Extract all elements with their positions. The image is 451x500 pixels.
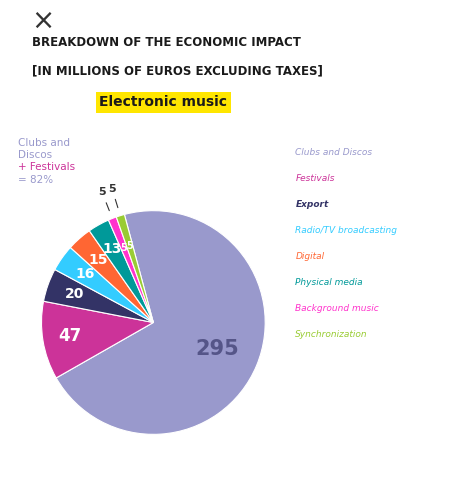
Text: ×: ×	[32, 7, 55, 35]
Text: 5: 5	[120, 242, 127, 252]
Text: = 82%: = 82%	[18, 175, 53, 185]
Text: 5: 5	[98, 188, 109, 210]
Text: 15: 15	[88, 252, 108, 266]
Wedge shape	[55, 248, 153, 322]
Text: Festivals: Festivals	[295, 174, 335, 183]
Text: Synchronization: Synchronization	[295, 330, 368, 339]
Wedge shape	[116, 214, 153, 322]
Text: Clubs and: Clubs and	[18, 138, 70, 147]
Wedge shape	[70, 231, 153, 322]
Text: Radio/TV broadcasting: Radio/TV broadcasting	[295, 226, 397, 235]
Text: Export: Export	[295, 200, 329, 209]
Wedge shape	[109, 217, 153, 322]
Text: Clubs and Discos: Clubs and Discos	[295, 148, 373, 157]
Wedge shape	[56, 210, 265, 434]
Text: Discos: Discos	[18, 150, 52, 160]
Wedge shape	[44, 270, 153, 322]
Text: 5: 5	[126, 240, 133, 250]
Text: BREAKDOWN OF THE ECONOMIC IMPACT: BREAKDOWN OF THE ECONOMIC IMPACT	[32, 36, 300, 49]
Text: Physical media: Physical media	[295, 278, 363, 287]
Text: [IN MILLIONS OF EUROS EXCLUDING TAXES]: [IN MILLIONS OF EUROS EXCLUDING TAXES]	[32, 65, 322, 78]
Text: 5: 5	[108, 184, 118, 208]
Text: + Festivals: + Festivals	[18, 162, 75, 172]
Wedge shape	[41, 301, 153, 378]
Wedge shape	[89, 220, 153, 322]
Text: 295: 295	[195, 339, 239, 359]
Text: 47: 47	[58, 328, 81, 345]
Text: 13: 13	[103, 242, 122, 256]
Text: Digital: Digital	[295, 252, 325, 261]
Text: Electronic music: Electronic music	[99, 96, 227, 110]
Text: Background music: Background music	[295, 304, 379, 313]
Text: 16: 16	[75, 267, 94, 281]
Text: 20: 20	[64, 288, 84, 302]
